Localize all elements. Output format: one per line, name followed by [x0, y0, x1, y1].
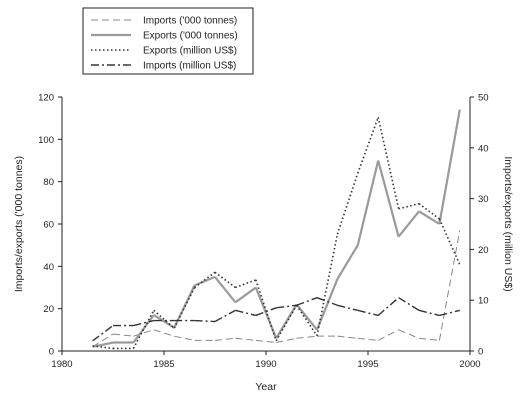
y2-tick-label: 10 [478, 296, 489, 307]
series-1-segment [377, 329, 399, 341]
series-3-segment [153, 309, 175, 329]
series-2-segment [132, 314, 155, 344]
series-1-segment [133, 329, 154, 337]
y-tick-label: 120 [38, 93, 54, 104]
series-4-segment [214, 309, 236, 323]
series-3-segment [194, 271, 216, 289]
series-2-line [92, 109, 461, 348]
series-3-segment [255, 279, 277, 342]
series-4-segment [235, 309, 256, 317]
series-3-segment [438, 218, 461, 265]
y2-tick-label: 40 [478, 143, 489, 154]
series-1-segment [398, 329, 420, 339]
series-1-line [92, 230, 461, 348]
series-1-segment [418, 337, 440, 341]
legend-label: Imports ('000 tonnes) [143, 16, 237, 27]
series-1-segment [92, 333, 114, 348]
series-1-segment [438, 230, 461, 341]
y2-tick-label: 20 [478, 245, 489, 256]
series-4-segment [439, 309, 460, 317]
legend-label: Imports (million US$) [143, 61, 236, 72]
y-tick-label: 100 [38, 135, 54, 146]
series-2-segment [194, 275, 216, 287]
series-3-segment [214, 271, 236, 289]
series-2-segment [275, 303, 298, 339]
series-3-segment [398, 202, 420, 210]
series-3-segment [275, 304, 298, 342]
series-4-segment [194, 319, 216, 323]
series-1-segment [153, 329, 175, 337]
series-4-line [92, 297, 460, 342]
series-2-segment [92, 341, 114, 348]
series-2-segment [356, 160, 380, 246]
series-1-segment [174, 335, 195, 341]
y-tick-label: 60 [43, 220, 54, 231]
series-4-segment [398, 297, 420, 311]
series-1-segment [337, 335, 358, 339]
series-4-segment [357, 309, 379, 317]
y-tick-label: 40 [43, 262, 54, 273]
series-3-segment [316, 234, 339, 336]
series-2-segment [295, 303, 318, 331]
series-2-segment [336, 244, 359, 280]
legend: Imports ('000 tonnes) Exports ('000 tonne… [82, 7, 254, 75]
series-4-segment [255, 307, 277, 317]
x-axis-title: Year [255, 381, 277, 393]
legend-label: Exports ('000 tonnes) [143, 31, 238, 42]
series-1-segment [357, 337, 379, 341]
series-2-segment [397, 210, 420, 238]
series-3-segment [92, 345, 114, 350]
y2-tick-label: 30 [478, 194, 489, 205]
legend-label: Exports (million US$) [143, 46, 237, 57]
series-4-segment [276, 304, 297, 309]
series-1-segment [112, 333, 134, 337]
series-4-segment [337, 304, 358, 312]
series-1-segment [214, 337, 236, 341]
plot-lines [92, 109, 461, 350]
series-4-segment [418, 309, 440, 317]
series-2-segment [377, 160, 400, 237]
series-3-line [92, 117, 461, 350]
series-4-segment [92, 325, 114, 342]
series-2-segment [214, 276, 237, 304]
series-1-segment [255, 339, 277, 344]
series-4-segment [133, 319, 154, 327]
series-2-segment [438, 109, 461, 225]
series-2-segment [254, 287, 278, 339]
series-1-segment [296, 335, 318, 339]
series-1-segment [235, 337, 256, 341]
series-3-segment [235, 279, 257, 289]
series-4-segment [377, 297, 400, 316]
series-3-segment [132, 309, 155, 349]
y2-tick-label: 50 [478, 93, 489, 104]
series-4-segment [296, 297, 318, 306]
y-tick-label: 80 [43, 177, 54, 188]
series-2-segment [173, 284, 196, 329]
legend-box [82, 7, 254, 75]
x-tick-label: 1980 [51, 359, 72, 370]
series-3-segment [336, 172, 359, 235]
series-2-segment [153, 314, 175, 329]
series-4-segment [316, 297, 338, 306]
y-tick-label: 0 [49, 347, 54, 358]
series-2-segment [234, 286, 257, 304]
x-tick-label: 1985 [153, 359, 174, 370]
y2-tick-label: 0 [478, 347, 483, 358]
y-tick-label: 20 [43, 304, 54, 315]
series-3-segment [418, 203, 440, 220]
series-1-segment [276, 337, 297, 344]
x-tick-label: 1995 [357, 359, 378, 370]
series-2-segment [315, 278, 339, 331]
x-tick-label: 1990 [255, 359, 276, 370]
y2-axis-title: Imports/exports (million US$) [502, 156, 514, 291]
x-tick-label: 2000 [459, 359, 480, 370]
y-axis-title: Imports/exports ('000 tonnes) [13, 156, 25, 292]
axes: 1980 1985 1990 1995 200002040608010012001020… [13, 93, 514, 394]
series-2-segment [418, 210, 440, 225]
series-3-segment [357, 117, 379, 174]
